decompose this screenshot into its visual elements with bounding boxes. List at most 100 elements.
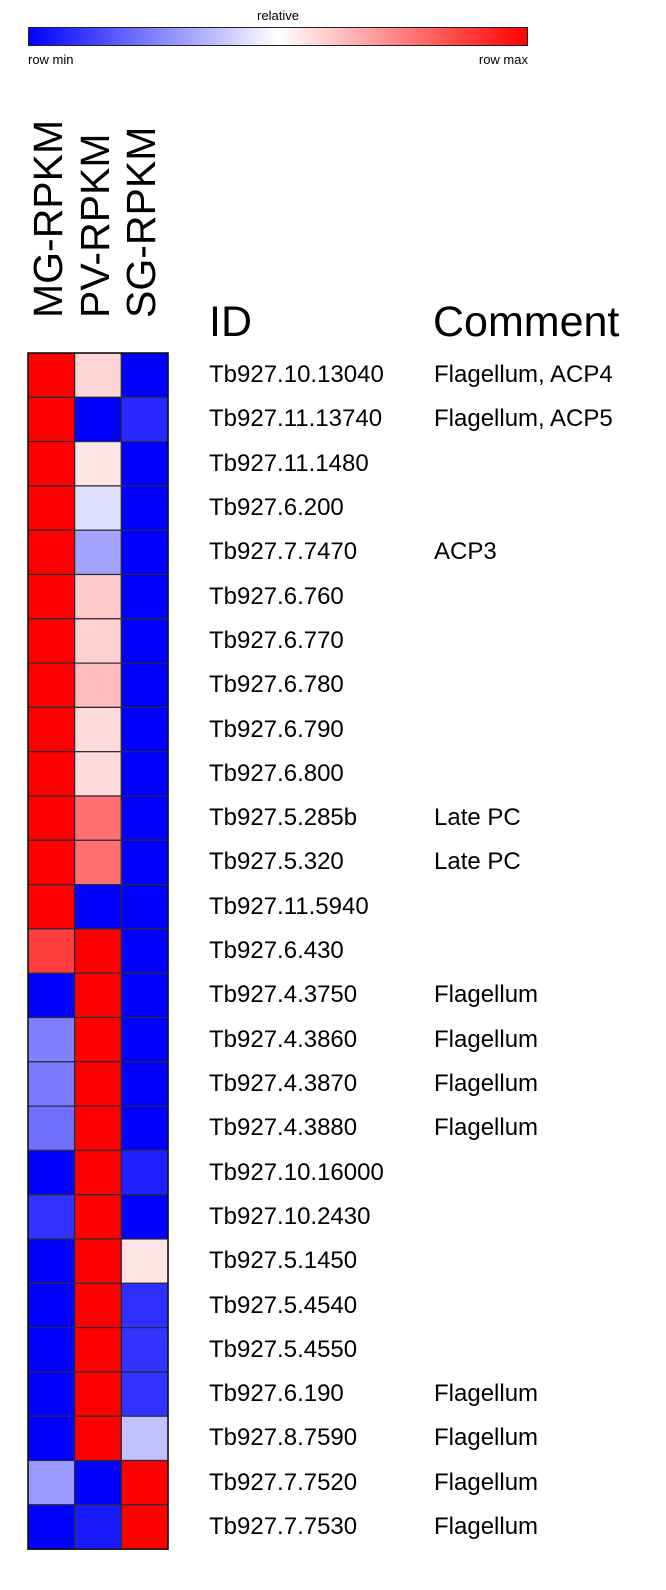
heatmap-cell <box>74 396 122 443</box>
row-comment-label: Flagellum <box>434 1468 539 1496</box>
heatmap-cell <box>120 662 169 708</box>
row-comment-label: Flagellum <box>434 981 539 1009</box>
heatmap-cell <box>120 883 169 930</box>
row-id-label: Tb927.10.13040 <box>209 361 384 389</box>
heatmap-cell <box>27 573 76 620</box>
heatmap-cell <box>120 1238 169 1284</box>
row-id-label: Tb927.5.4540 <box>209 1291 358 1319</box>
heatmap-cell <box>120 972 169 1019</box>
heatmap-cell <box>120 839 169 886</box>
row-id-label: Tb927.5.285b <box>209 804 358 832</box>
heatmap-cell <box>27 1459 76 1506</box>
row-id-label: Tb927.4.3860 <box>209 1025 358 1053</box>
heatmap-cell <box>120 618 169 664</box>
heatmap-cell <box>74 1194 122 1240</box>
heatmap-cell <box>74 1149 122 1196</box>
heatmap-cell <box>27 883 76 930</box>
color-scale-bar <box>28 27 528 46</box>
row-id-label: Tb927.10.16000 <box>209 1158 384 1186</box>
heatmap-cell <box>27 1105 76 1151</box>
row-id-label: Tb927.7.7520 <box>209 1468 358 1496</box>
row-id-label: Tb927.6.790 <box>209 715 344 743</box>
heatmap-cell <box>74 485 122 531</box>
row-id-label: Tb927.5.1450 <box>209 1247 358 1275</box>
row-id-label: Tb927.8.7590 <box>209 1424 358 1452</box>
row-id-label: Tb927.11.5940 <box>209 892 369 920</box>
heatmap-cell <box>74 618 122 664</box>
row-id-label: Tb927.7.7530 <box>209 1513 358 1540</box>
heatmap-cell <box>27 795 76 841</box>
row-id-label: Tb927.6.190 <box>209 1380 344 1408</box>
row-id-label: Tb927.7.7470 <box>209 538 358 566</box>
row-id-label: Tb927.6.430 <box>209 937 344 964</box>
heatmap-cell <box>74 839 122 886</box>
heatmap-cell <box>27 441 76 487</box>
row-id-label: Tb927.6.200 <box>209 494 344 521</box>
row-comment-label: Flagellum <box>434 1424 539 1452</box>
row-id-label: Tb927.4.3870 <box>209 1070 358 1097</box>
row-comment-label: Flagellum <box>434 1380 539 1408</box>
heatmap-cell <box>27 662 76 708</box>
heatmap-cell <box>120 1282 169 1329</box>
row-id-label: Tb927.11.1480 <box>209 449 369 477</box>
heatmap-cell <box>120 441 169 487</box>
heatmap-cell <box>120 529 169 576</box>
heatmap-cell <box>74 529 122 576</box>
heatmap-cell <box>120 485 169 531</box>
heatmap-cell <box>74 1061 122 1107</box>
heatmap-cell <box>74 706 122 753</box>
heatmap-cell <box>74 1105 122 1151</box>
row-id-label: Tb927.6.800 <box>209 759 344 787</box>
heatmap-cell <box>27 972 76 1019</box>
heatmap-cell <box>27 618 76 664</box>
heatmap-cell <box>74 795 122 841</box>
heatmap-cell <box>27 1371 76 1417</box>
row-comment-label: Flagellum <box>434 1025 539 1053</box>
heatmap-cell <box>74 662 122 708</box>
heatmap-cell <box>74 928 122 974</box>
heatmap-cell <box>74 1504 122 1550</box>
heatmap-cell <box>120 1371 169 1417</box>
row-id-label: Tb927.10.2430 <box>209 1202 371 1230</box>
row-comment-label: Flagellum <box>434 1070 539 1097</box>
heatmap-cell <box>120 706 169 753</box>
row-comment-label: Late PC <box>434 804 521 832</box>
row-comment-label: Flagellum, ACP4 <box>434 361 613 389</box>
heatmap-cell <box>120 352 169 398</box>
heatmap-cell <box>74 1459 122 1506</box>
heatmap-cell <box>27 706 76 753</box>
heatmap-cell <box>74 1371 122 1417</box>
row-id-label: Tb927.6.780 <box>209 671 344 699</box>
heatmap-cell <box>74 883 122 930</box>
heatmap-cell <box>120 1415 169 1462</box>
heatmap-cell <box>27 1016 76 1063</box>
heatmap-cell <box>120 1194 169 1240</box>
heatmap-cell <box>27 1504 76 1550</box>
heatmap-cell <box>74 441 122 487</box>
heatmap-cell <box>120 396 169 443</box>
heatmap-cell <box>74 1016 122 1063</box>
row-id-label: Tb927.5.4550 <box>209 1335 358 1363</box>
heatmap-cell <box>27 1194 76 1240</box>
heatmap-cell <box>120 573 169 620</box>
legend-max-label: row max <box>478 52 528 67</box>
heatmap-cell <box>120 1504 169 1550</box>
heatmap-cell <box>120 1149 169 1196</box>
heatmap-cell <box>120 1016 169 1063</box>
row-id-label: Tb927.6.760 <box>209 582 344 610</box>
id-column-header: ID <box>209 298 252 346</box>
heatmap-cell <box>27 1238 76 1284</box>
heatmap-cell <box>120 1459 169 1506</box>
heatmap-cell <box>27 1415 76 1462</box>
heatmap-cell <box>74 1415 122 1462</box>
heatmap-cell <box>27 529 76 576</box>
heatmap-cell <box>74 972 122 1019</box>
heatmap-cell <box>120 1105 169 1151</box>
heatmap-cell <box>74 1282 122 1329</box>
heatmap-cell <box>74 352 122 398</box>
row-id-label: Tb927.11.13740 <box>209 405 383 433</box>
heatmap-cell <box>27 352 76 398</box>
heatmap-cell <box>27 1326 76 1373</box>
heatmap-cell <box>27 928 76 974</box>
